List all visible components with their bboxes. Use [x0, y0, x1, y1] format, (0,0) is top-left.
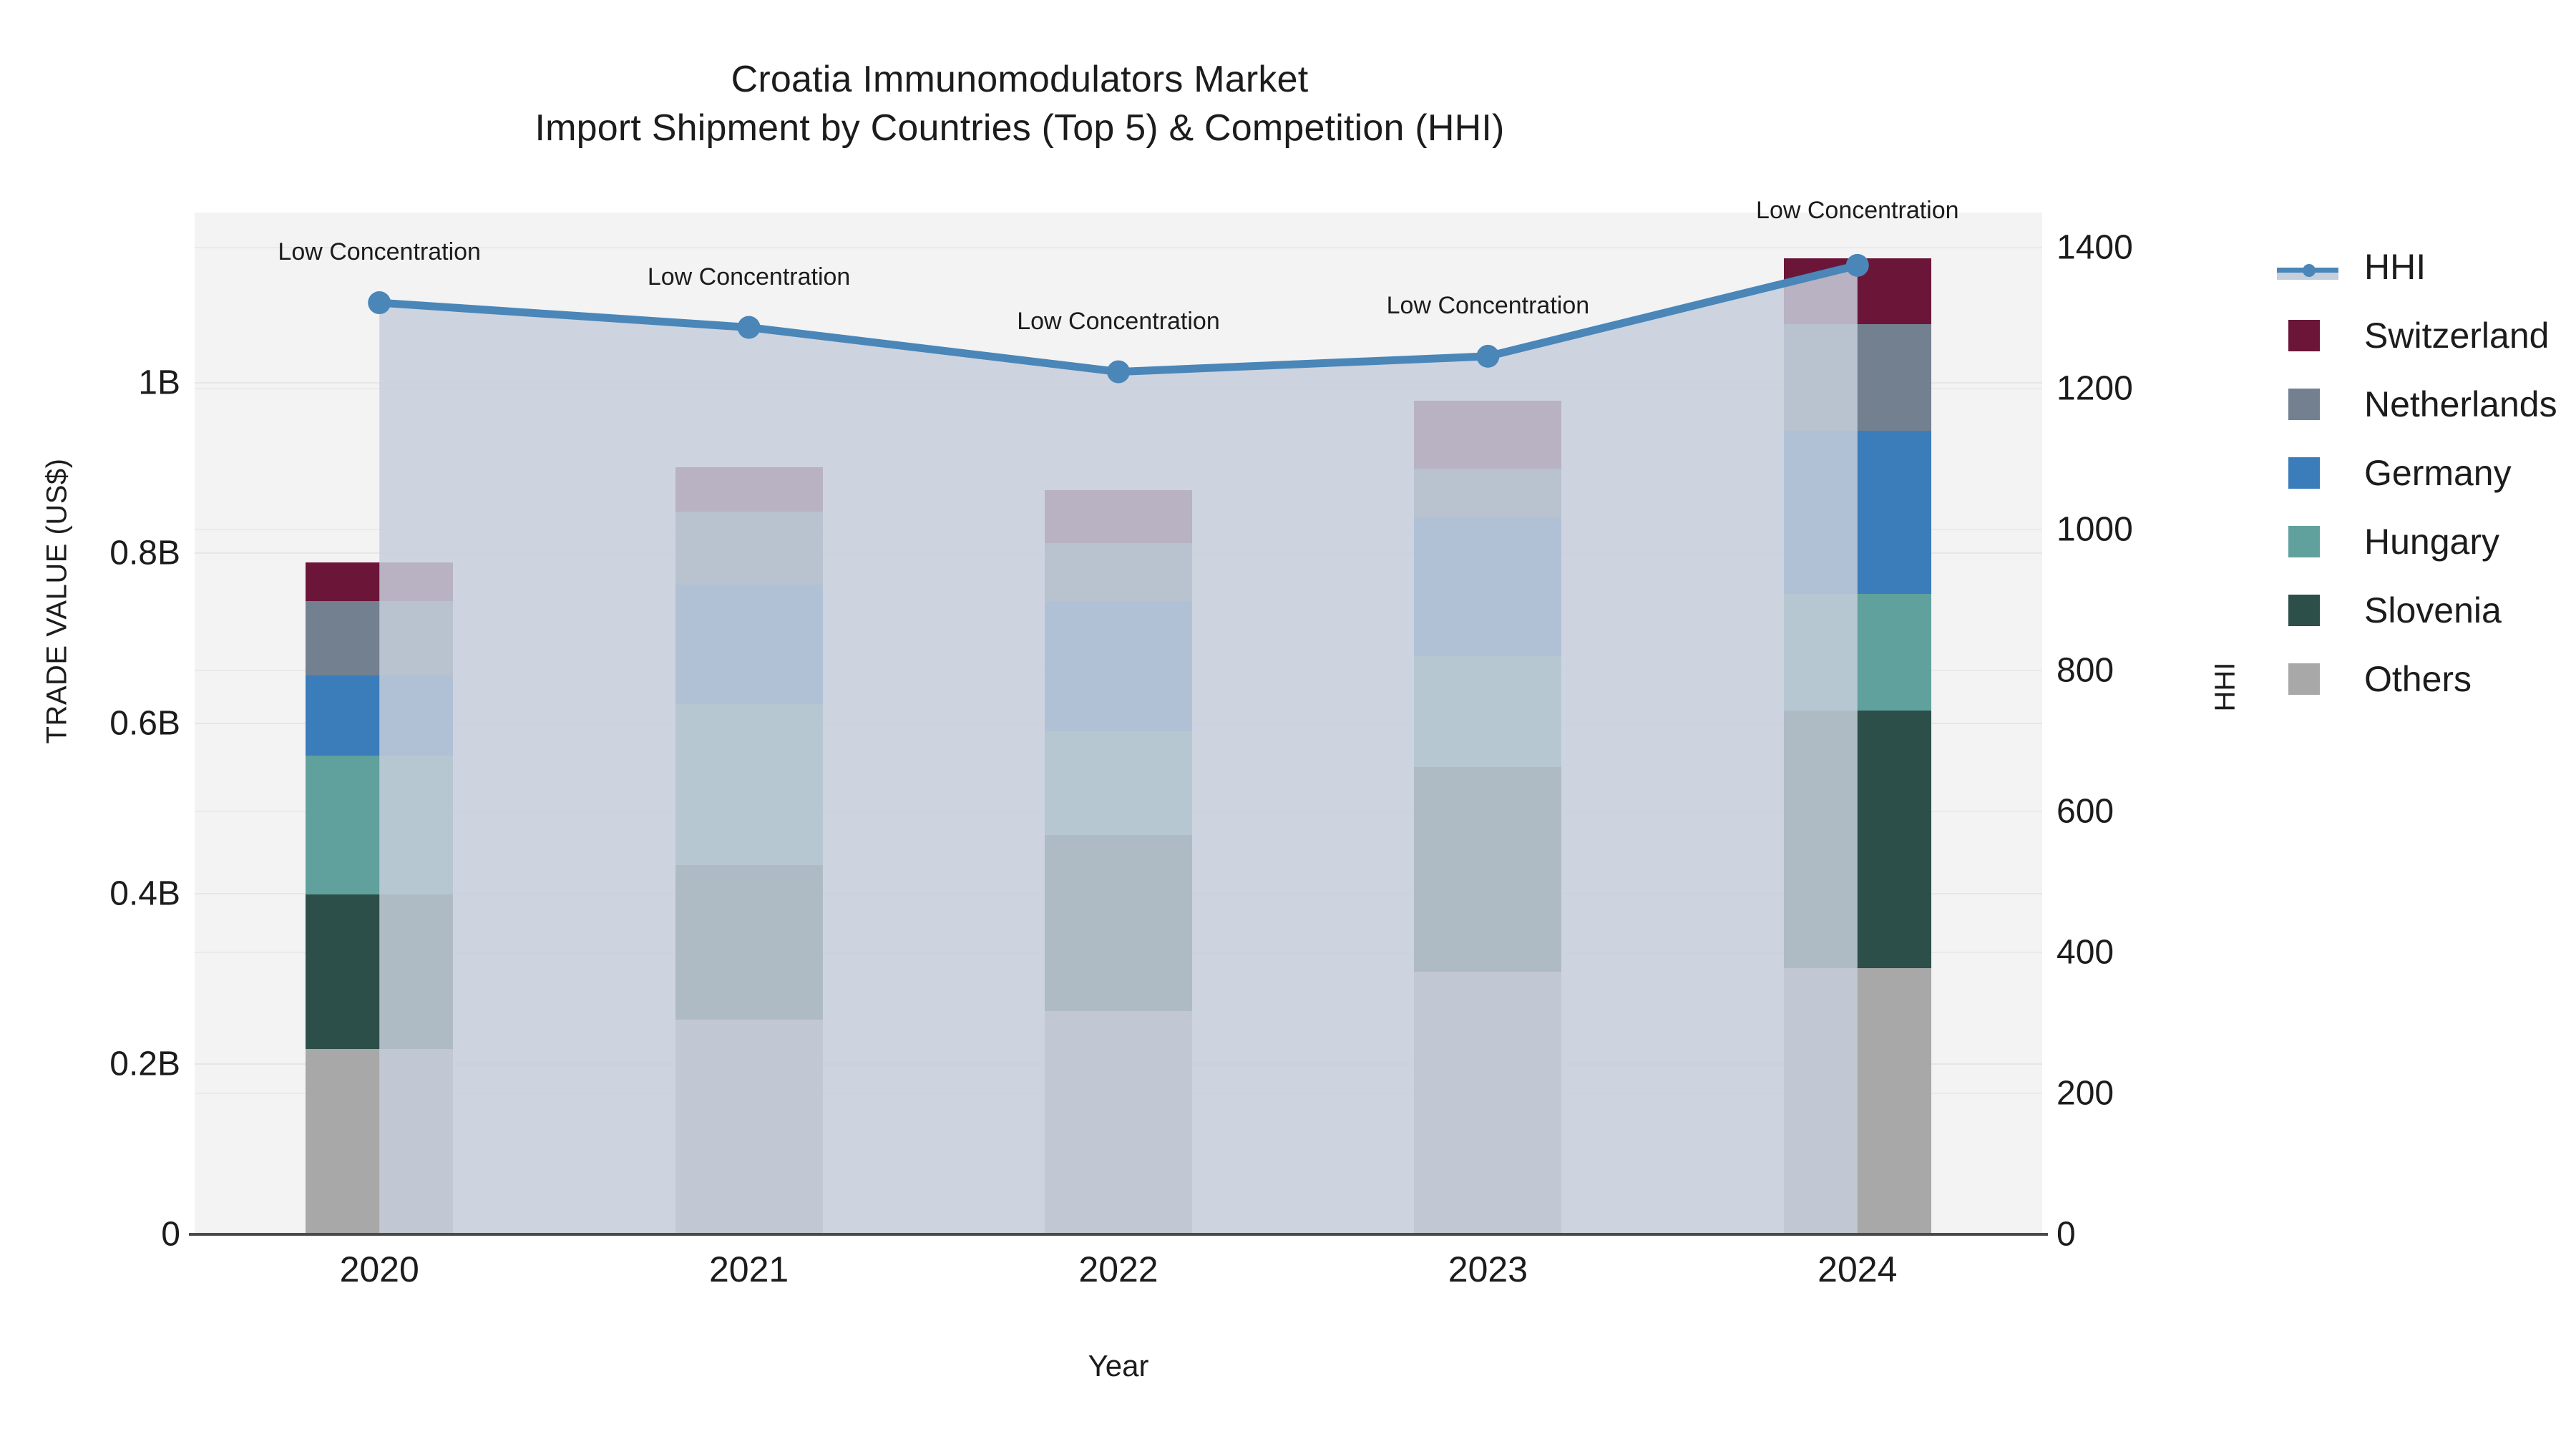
x-tick-2023: 2023 — [1448, 1249, 1528, 1289]
legend-swatch-switzerland — [2288, 320, 2320, 351]
y-tick-right-1400: 1400 — [2057, 228, 2133, 267]
legend-line-icon — [2275, 233, 2364, 301]
gridline-right-1400 — [195, 247, 2042, 249]
legend-item-slovenia[interactable]: Slovenia — [2275, 576, 2576, 645]
y-tick-left-0.4B: 0.4B — [109, 874, 180, 913]
hhi-marker-2022[interactable] — [1107, 360, 1130, 384]
hhi-overlay — [368, 253, 1869, 1234]
legend-label-slovenia: Slovenia — [2364, 590, 2502, 630]
y-tick-right-1200: 1200 — [2057, 369, 2133, 408]
y-tick-right-1000: 1000 — [2057, 510, 2133, 549]
legend-label-hhi: HHI — [2364, 247, 2426, 287]
y-tick-right-400: 400 — [2057, 933, 2114, 972]
x-tick-2020: 2020 — [339, 1249, 419, 1289]
y-axis-left: 0 0.2B 0.4B 0.6B 0.8B 1B — [0, 0, 180, 1449]
y-axis-left-label: TRADE VALUE (US$) — [41, 458, 73, 744]
y-tick-right-0: 0 — [2057, 1215, 2076, 1254]
y-tick-right-600: 600 — [2057, 792, 2114, 831]
hhi-area-fill — [379, 265, 1858, 1234]
legend-label-germany: Germany — [2364, 453, 2512, 493]
y-tick-left-0.6B: 0.6B — [109, 704, 180, 743]
legend-item-others[interactable]: Others — [2275, 645, 2576, 713]
annotation-2021: Low Concentration — [647, 263, 851, 291]
y-axis-right-label: HHI — [2209, 662, 2241, 712]
chart-title: Croatia Immunomodulators Market Import S… — [0, 56, 2039, 152]
plot-area — [195, 213, 2042, 1234]
legend-label-switzerland: Switzerland — [2364, 316, 2550, 356]
legend-swatch-hungary — [2288, 526, 2320, 557]
legend-line-marker — [2303, 264, 2316, 277]
x-tick-2022: 2022 — [1078, 1249, 1158, 1289]
legend-label-hungary: Hungary — [2364, 522, 2499, 562]
y-tick-left-0: 0 — [161, 1215, 180, 1254]
x-tick-2021: 2021 — [708, 1249, 789, 1289]
legend-item-hhi[interactable]: HHI — [2275, 233, 2576, 301]
hhi-marker-2023[interactable] — [1476, 344, 1500, 368]
legend-swatch-icon — [2275, 576, 2364, 645]
plot-clip — [195, 213, 2042, 1234]
legend-item-hungary[interactable]: Hungary — [2275, 507, 2576, 576]
x-axis-label: Year — [1088, 1349, 1149, 1382]
y-tick-left-0.8B: 0.8B — [109, 534, 180, 572]
annotation-2020: Low Concentration — [278, 238, 481, 266]
legend-swatch-netherlands — [2288, 389, 2320, 420]
annotation-2024: Low Concentration — [1756, 196, 1959, 224]
y-axis-right: 0 200 400 600 800 1000 1200 1400 — [2057, 0, 2271, 1449]
legend-swatch-icon — [2275, 645, 2364, 713]
y-tick-left-0.2B: 0.2B — [109, 1045, 180, 1083]
legend-swatch-germany — [2288, 457, 2320, 489]
chart-title-line-1: Croatia Immunomodulators Market — [731, 59, 1309, 100]
annotation-2022: Low Concentration — [1017, 307, 1220, 335]
legend-item-switzerland[interactable]: Switzerland — [2275, 301, 2576, 370]
y-tick-left-1B: 1B — [138, 364, 180, 402]
hhi-marker-2020[interactable] — [368, 291, 391, 315]
y-tick-right-800: 800 — [2057, 651, 2114, 690]
legend-swatch-icon — [2275, 370, 2364, 439]
legend-swatch-slovenia — [2288, 595, 2320, 626]
legend-swatch-icon — [2275, 439, 2364, 507]
hhi-marker-2024[interactable] — [1845, 253, 1869, 277]
legend-label-others: Others — [2364, 659, 2472, 699]
hhi-marker-2021[interactable] — [737, 316, 761, 339]
annotation-2023: Low Concentration — [1386, 291, 1590, 319]
x-tick-2024: 2024 — [1818, 1249, 1898, 1289]
y-tick-right-200: 200 — [2057, 1074, 2114, 1113]
legend-item-netherlands[interactable]: Netherlands — [2275, 370, 2576, 439]
legend-swatch-others — [2288, 663, 2320, 695]
legend-item-germany[interactable]: Germany — [2275, 439, 2576, 507]
legend-swatch-icon — [2275, 507, 2364, 576]
chart-title-line-2: Import Shipment by Countries (Top 5) & C… — [535, 107, 1505, 149]
legend-swatch-icon — [2275, 301, 2364, 370]
legend-label-netherlands: Netherlands — [2364, 384, 2557, 424]
x-axis-line — [189, 1233, 2048, 1236]
chart-legend: HHI Switzerland Netherlands Germany Hungary S… — [2275, 233, 2576, 713]
